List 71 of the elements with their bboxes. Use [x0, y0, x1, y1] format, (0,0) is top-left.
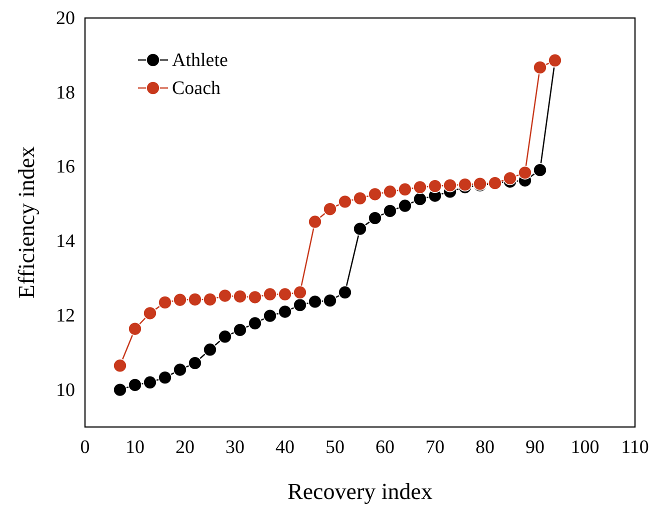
x-tick-label: 0: [80, 437, 90, 458]
point: [458, 178, 472, 192]
point: [353, 191, 367, 206]
point: [233, 323, 247, 337]
point: [323, 294, 337, 308]
point: [383, 184, 397, 199]
point: [188, 356, 202, 370]
x-tick-label: 10: [126, 437, 144, 458]
point: [308, 214, 322, 229]
point: [338, 194, 352, 209]
x-tick-label: 20: [176, 437, 194, 458]
point: [158, 296, 172, 310]
point: [398, 182, 412, 196]
point: [293, 286, 307, 300]
point: [128, 322, 142, 336]
x-tick-label: 30: [226, 437, 244, 458]
point: [308, 294, 322, 309]
x-tick-label: 110: [621, 437, 649, 458]
point: [323, 202, 337, 216]
point: [413, 192, 427, 206]
y-tick-label: 12: [56, 305, 75, 326]
point: [188, 292, 202, 306]
x-tick-label: 70: [426, 437, 444, 458]
x-tick-label: 100: [570, 437, 600, 458]
x-tick-label: 40: [276, 437, 294, 458]
point: [263, 287, 277, 302]
point: [263, 308, 277, 323]
x-tick-label: 60: [376, 437, 394, 458]
point: [203, 342, 217, 357]
y-tick-label: 18: [56, 82, 75, 104]
y-tick-label: 10: [56, 380, 75, 401]
point: [158, 370, 172, 384]
point: [143, 375, 157, 390]
point: [338, 286, 352, 300]
point: [428, 179, 442, 193]
point: [218, 330, 232, 344]
point: [383, 204, 397, 218]
point: [533, 163, 547, 177]
point: [113, 358, 127, 373]
point: [443, 178, 457, 192]
legend-label: Athlete: [172, 50, 228, 71]
point: [278, 304, 292, 319]
y-tick-label: 16: [56, 156, 75, 178]
point: [368, 187, 382, 202]
y-tick-label: 14: [56, 231, 76, 252]
point: [113, 382, 127, 397]
x-tick-label: 50: [326, 437, 344, 458]
point: [143, 306, 157, 320]
point: [278, 287, 292, 302]
point: [128, 378, 142, 392]
point: [248, 290, 262, 304]
point: [518, 166, 532, 180]
y-tick-label: 20: [56, 8, 75, 29]
legend-label: Coach: [172, 78, 222, 99]
point: [413, 180, 427, 194]
point: [218, 288, 232, 303]
point: [353, 222, 367, 236]
point: [203, 292, 217, 306]
y-axis-title: Efficiency index: [14, 146, 39, 299]
x-tick-label: 90: [526, 437, 544, 458]
point: [503, 171, 517, 186]
point: [248, 316, 262, 330]
point: [233, 290, 247, 304]
point: [398, 198, 412, 213]
point: [533, 60, 547, 74]
point: [173, 362, 187, 377]
point: [293, 298, 307, 312]
point: [173, 292, 187, 307]
x-axis-title: Recovery index: [288, 479, 433, 504]
point: [368, 211, 382, 225]
x-tick-label: 80: [476, 437, 494, 458]
